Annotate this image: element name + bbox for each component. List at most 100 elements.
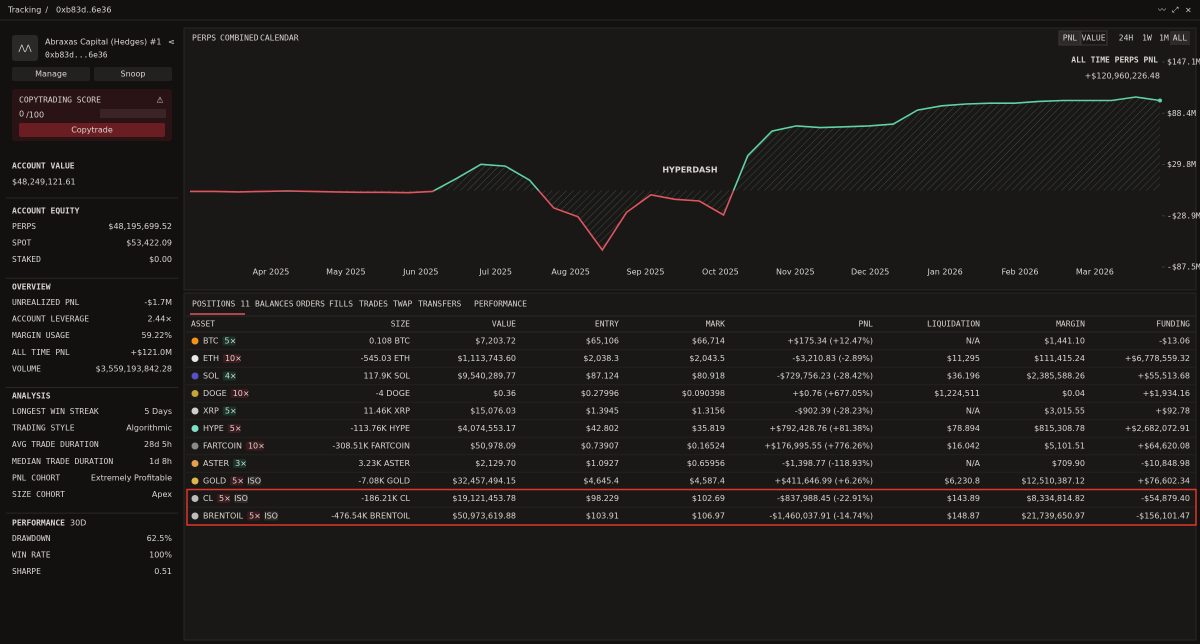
iso: ISO (247, 477, 261, 486)
cell: $0.04 (1062, 389, 1085, 398)
metric-value: 59.22% (141, 331, 172, 340)
avatar (12, 35, 38, 61)
close-icon[interactable]: × (1185, 6, 1192, 15)
leverage-badge (222, 406, 236, 416)
x-tick-label: Dec 2025 (851, 268, 889, 277)
asset-name: ASTER (203, 459, 229, 468)
cell: $2,129.70 (475, 459, 516, 468)
cell: $8,334,814.82 (1026, 494, 1085, 503)
range-button-active[interactable] (1170, 31, 1190, 45)
share-icon[interactable]: ⋖ (168, 38, 175, 47)
asset-icon (191, 372, 199, 380)
cell: $1.3945 (586, 407, 619, 416)
leverage-badge (245, 441, 264, 451)
x-tick-label: Apr 2025 (253, 268, 290, 277)
x-tick-label: Jul 2025 (478, 268, 512, 277)
metric-label: LONGEST WIN STREAK (12, 407, 99, 416)
watermark: HYPERDASH (662, 166, 717, 175)
cell: +$6,778,559.32 (1125, 354, 1190, 363)
cell: -308.51K FARTCOIN (332, 442, 410, 451)
asset-icon (191, 477, 199, 485)
metric-label: UNREALIZED PNL (12, 298, 80, 307)
cell: +$55,513.68 (1137, 372, 1190, 381)
window-icon[interactable]: 〰 (1158, 6, 1166, 15)
cell: -7.08K GOLD (358, 477, 410, 486)
metric-value: 28d 5h (144, 440, 172, 449)
cell: $148.87 (947, 512, 980, 521)
cell: +$92.78 (1155, 407, 1190, 416)
metric-value: -$1.7M (144, 298, 172, 307)
mode-button[interactable] (1058, 30, 1082, 46)
positions-tab-label: TRANSFERS (418, 300, 462, 309)
column-header: LIQUIDATION (927, 320, 980, 329)
cell: $102.69 (692, 494, 725, 503)
cell: $50,978.09 (470, 442, 516, 451)
metric-label: ACCOUNT LEVERAGE (12, 315, 89, 324)
cell: -$902.39 (-28.23%) (795, 407, 873, 416)
cell: +$1,934.16 (1143, 389, 1190, 398)
cell: +$0.76 (+677.05%) (792, 389, 873, 398)
x-tick-label: Feb 2026 (1001, 268, 1038, 277)
account-address: 0xb83d...6e36 (45, 51, 108, 60)
metric-label: WIN RATE (12, 551, 51, 560)
iso: ISO (234, 494, 248, 503)
leverage: 10× (248, 442, 265, 451)
range-label: 1W (1142, 34, 1152, 43)
column-header: ASSET (191, 320, 215, 329)
mode-button[interactable] (1079, 30, 1108, 46)
copytrade-button[interactable] (19, 123, 165, 137)
leverage-badge (222, 371, 236, 381)
metric-label: SIZE COHORT (12, 490, 65, 499)
metric-value: 1d 8h (149, 457, 172, 466)
pnl-area (190, 97, 1160, 250)
y-tick-label: -$87.5M (1167, 263, 1200, 272)
asset-icon (191, 442, 199, 450)
cell: +$411,646.99 (+6.26%) (775, 477, 874, 486)
metric-label: MARGIN USAGE (12, 331, 70, 340)
metric-value: $3,559,193,842.28 (96, 364, 172, 373)
asset-icon (191, 495, 199, 502)
cell: $4,645.4 (583, 477, 619, 486)
metric-value: 0.51 (154, 567, 172, 576)
cell: $6,230.8 (944, 477, 980, 486)
metric-value: $0.00 (149, 255, 172, 264)
cell: $1.0927 (586, 459, 619, 468)
cell: -$1,460,037.91 (-14.74%) (769, 512, 873, 521)
asset-icon (191, 355, 199, 362)
y-tick-label: $29.8M (1167, 160, 1196, 169)
positions-tab-label: BALANCES (255, 300, 294, 309)
positions-panel (183, 292, 1197, 641)
cell: $80.918 (692, 372, 725, 381)
cell: $65,106 (586, 337, 619, 346)
chart-tab: PERPS (192, 34, 216, 43)
avatar-logo: ⋀⋀ (17, 44, 32, 53)
asset-name: ETH (203, 354, 219, 363)
cell: $2,038.3 (583, 354, 619, 363)
expand-icon[interactable]: ⤢ (1171, 6, 1178, 15)
snoop-button[interactable] (94, 67, 172, 81)
cell: $4,587.4 (689, 477, 725, 486)
asset-name: SOL (203, 372, 219, 381)
column-header: ENTRY (595, 320, 619, 329)
range-label: 1M (1159, 34, 1169, 43)
leverage: 5× (225, 337, 237, 346)
cell: $15,076.03 (470, 407, 516, 416)
highlight-box (186, 488, 1197, 526)
cell: N/A (966, 407, 981, 416)
period-selector: 30D (70, 519, 86, 528)
leverage: 10× (225, 354, 242, 363)
section-title: ACCOUNT VALUE (12, 162, 75, 171)
leverage: 3× (235, 459, 247, 468)
section-title: ACCOUNT EQUITY (12, 207, 80, 216)
cell: $36.196 (947, 372, 980, 381)
chart-title: ALL TIME PERPS PNL (1071, 56, 1158, 65)
cell: $11,295 (947, 354, 980, 363)
range-label: ALL (1173, 34, 1188, 43)
manage-button[interactable] (12, 67, 90, 81)
asset-icon (191, 512, 199, 520)
cell: +$792,428.76 (+81.38%) (769, 424, 873, 433)
metric-value: 5 Days (144, 407, 172, 416)
account-name: Abraxas Capital (Hedges) #1 (45, 38, 161, 47)
x-tick-label: Nov 2025 (776, 268, 815, 277)
